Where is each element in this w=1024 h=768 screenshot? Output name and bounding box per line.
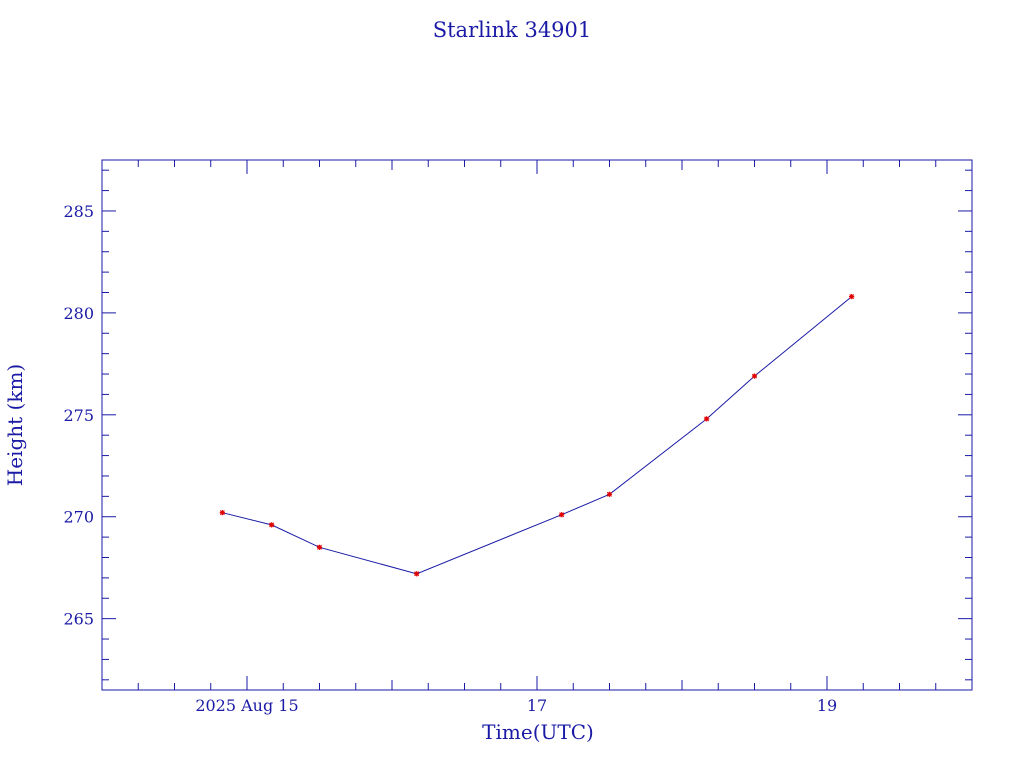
x-tick-label: 17: [527, 696, 547, 715]
series-line: [222, 296, 853, 575]
data-point: [559, 512, 565, 518]
y-tick-label: 265: [63, 610, 94, 629]
data-point: [269, 522, 275, 528]
plot-frame: [101, 159, 973, 691]
y-axis-label: Height (km): [3, 364, 27, 486]
x-tick-label: 19: [817, 696, 837, 715]
data-point: [219, 510, 225, 516]
x-tick-label: 2025 Aug 15: [195, 696, 298, 715]
data-series: [219, 293, 855, 577]
data-point: [704, 416, 710, 422]
y-tick-label: 280: [63, 304, 94, 323]
chart-title: Starlink 34901: [433, 18, 592, 42]
data-point: [606, 491, 613, 497]
y-tick-label: 285: [63, 202, 94, 221]
data-point: [849, 293, 855, 300]
data-point: [751, 373, 758, 379]
data-point: [414, 571, 420, 577]
y-tick-label: 270: [63, 508, 94, 527]
y-tick-label: 275: [63, 406, 94, 425]
x-axis: 2025 Aug 15 17 19: [101, 160, 973, 715]
data-point: [316, 544, 323, 550]
y-axis: 265 270 275 280 285: [63, 169, 972, 681]
x-axis-label: Time(UTC): [482, 720, 594, 744]
